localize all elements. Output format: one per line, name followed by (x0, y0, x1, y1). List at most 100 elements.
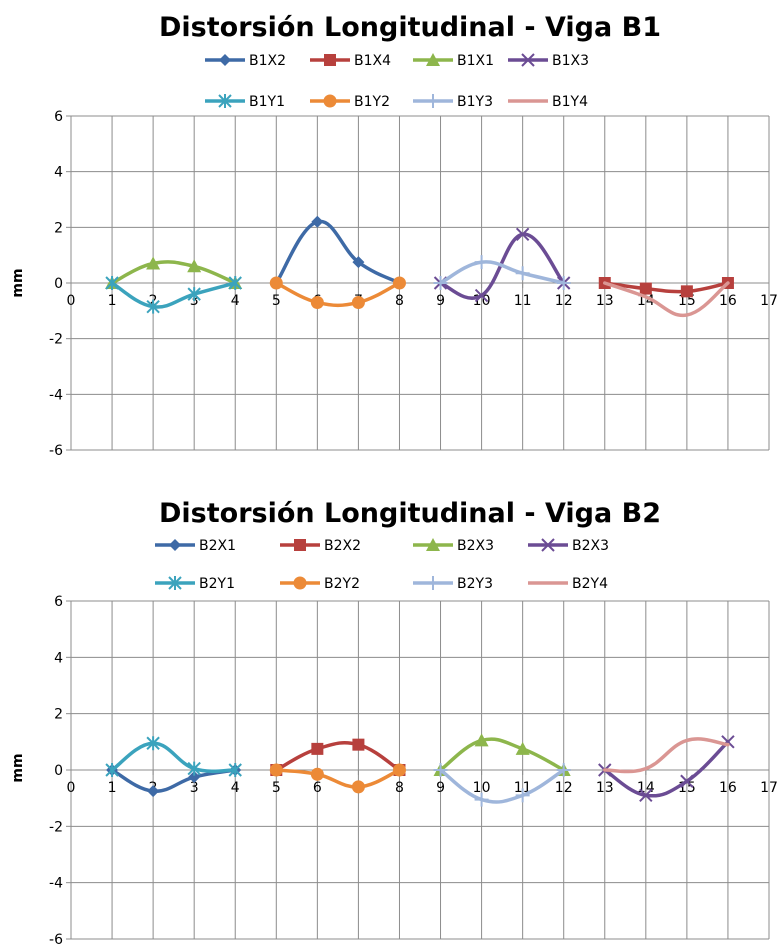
x-tick-label: 5 (272, 293, 281, 309)
x-tick-label: 17 (760, 293, 778, 309)
x-tick-label: 12 (555, 293, 573, 309)
x-tick-label: 16 (719, 293, 737, 309)
series-line (438, 768, 566, 804)
legend-label: B2Y4 (572, 576, 608, 592)
legend-label: B1X1 (457, 53, 494, 69)
data-point (351, 780, 365, 794)
chart-svg-b1: Distorsión Longitudinal - Viga B1 mm -6 -… (10, 12, 778, 459)
data-point (187, 761, 201, 776)
y-tick-label: -6 (49, 932, 63, 947)
y-tick-label: 2 (54, 707, 63, 723)
legend-item: B1Y3 (413, 94, 493, 110)
data-point (515, 741, 530, 755)
series-b2y3 (433, 763, 571, 807)
chart-viga-b1: Distorsión Longitudinal - Viga B1 mm -6 -… (0, 0, 782, 470)
data-point (105, 763, 119, 777)
y-tick-label: -6 (49, 443, 63, 459)
y-tick-label: -4 (49, 876, 63, 892)
x-tick-label: 13 (596, 780, 614, 796)
series-b2y1 (105, 736, 242, 777)
data-point (392, 276, 406, 290)
data-point (187, 287, 201, 302)
legend-item: B1Y2 (310, 94, 390, 110)
legend-item: B1Y1 (205, 94, 285, 110)
legend-label: B1X3 (552, 53, 589, 69)
x-tick-label: 16 (719, 780, 737, 796)
series-line (110, 741, 237, 774)
data-point (392, 763, 406, 777)
y-tick-label: 2 (54, 220, 63, 236)
x-tick-label: 4 (231, 293, 240, 309)
data-point (474, 255, 489, 270)
legend-label: B1Y2 (354, 94, 390, 110)
series-line (603, 737, 730, 774)
series-b1x1 (105, 256, 243, 289)
series-b1y3 (433, 255, 571, 290)
legend: B2X1 B2X2 B2X3 B2X3 B2Y1 B2Y2 B2Y3 B2Y4 (155, 538, 609, 592)
legend-item: B2Y2 (280, 576, 360, 592)
y-tick-label: -2 (49, 819, 63, 835)
data-point (474, 288, 489, 303)
legend-item: B2X3 (528, 538, 609, 554)
legend-marker (218, 94, 232, 108)
x-tick-label: 5 (272, 780, 281, 796)
x-tick-label: 12 (555, 780, 573, 796)
chart-title: Distorsión Longitudinal - Viga B2 (159, 498, 661, 529)
legend-item: B2Y1 (155, 576, 235, 592)
legend-marker (426, 576, 440, 590)
y-tick-label: -4 (49, 387, 63, 403)
series-line (274, 281, 402, 308)
data-point (147, 785, 160, 798)
series-b1x4 (598, 277, 734, 298)
series-line (274, 768, 402, 789)
series-b2x3 (598, 735, 735, 803)
x-tick-label: 0 (67, 293, 76, 309)
x-tick-label: 9 (436, 293, 445, 309)
legend-marker (541, 538, 555, 552)
legend-label: B1X2 (249, 53, 286, 69)
x-tick-label: 3 (190, 780, 199, 796)
legend-label: B2X3 (572, 538, 609, 554)
x-tick-label: 8 (395, 293, 404, 309)
series-line (603, 281, 730, 318)
series-line (110, 260, 237, 285)
legend-label: B1Y4 (552, 94, 588, 110)
legend-marker (168, 576, 182, 590)
data-point (515, 227, 530, 241)
data-point (474, 733, 489, 747)
data-point (310, 767, 324, 781)
data-point (721, 735, 735, 749)
data-point (433, 763, 448, 777)
legend-marker (293, 576, 307, 590)
series-b1x3 (433, 227, 571, 303)
legend-marker (426, 53, 440, 66)
x-tick-label: 13 (596, 293, 614, 309)
y-tick-label: 4 (54, 165, 63, 181)
legend-label: B2Y3 (457, 576, 493, 592)
data-point (269, 276, 283, 290)
series-line (274, 741, 402, 772)
legend-marker (294, 539, 306, 551)
x-tick-label: 1 (108, 780, 117, 796)
y-tick-label: 6 (54, 594, 63, 610)
data-point (352, 256, 365, 269)
legend-item: B1X3 (508, 53, 589, 69)
legend-item: B2Y3 (413, 576, 493, 592)
series-b1y1 (105, 276, 242, 314)
legend-label: B2Y1 (199, 576, 235, 592)
y-tick-label: 0 (54, 276, 63, 292)
legend-label: B2X2 (324, 538, 361, 554)
legend-item: B2X2 (280, 538, 361, 554)
series-line (274, 219, 402, 285)
data-point (680, 285, 693, 298)
legend-marker (426, 538, 440, 551)
series-line (110, 768, 237, 793)
legend-marker (169, 539, 181, 551)
legend-item: B2Y4 (528, 576, 608, 592)
legend-item: B1X1 (413, 53, 494, 69)
data-point (310, 295, 324, 309)
legend-label: B1Y1 (249, 94, 285, 110)
data-point (639, 282, 652, 295)
y-tick-label: -2 (49, 332, 63, 348)
legend-label: B1Y3 (457, 94, 493, 110)
